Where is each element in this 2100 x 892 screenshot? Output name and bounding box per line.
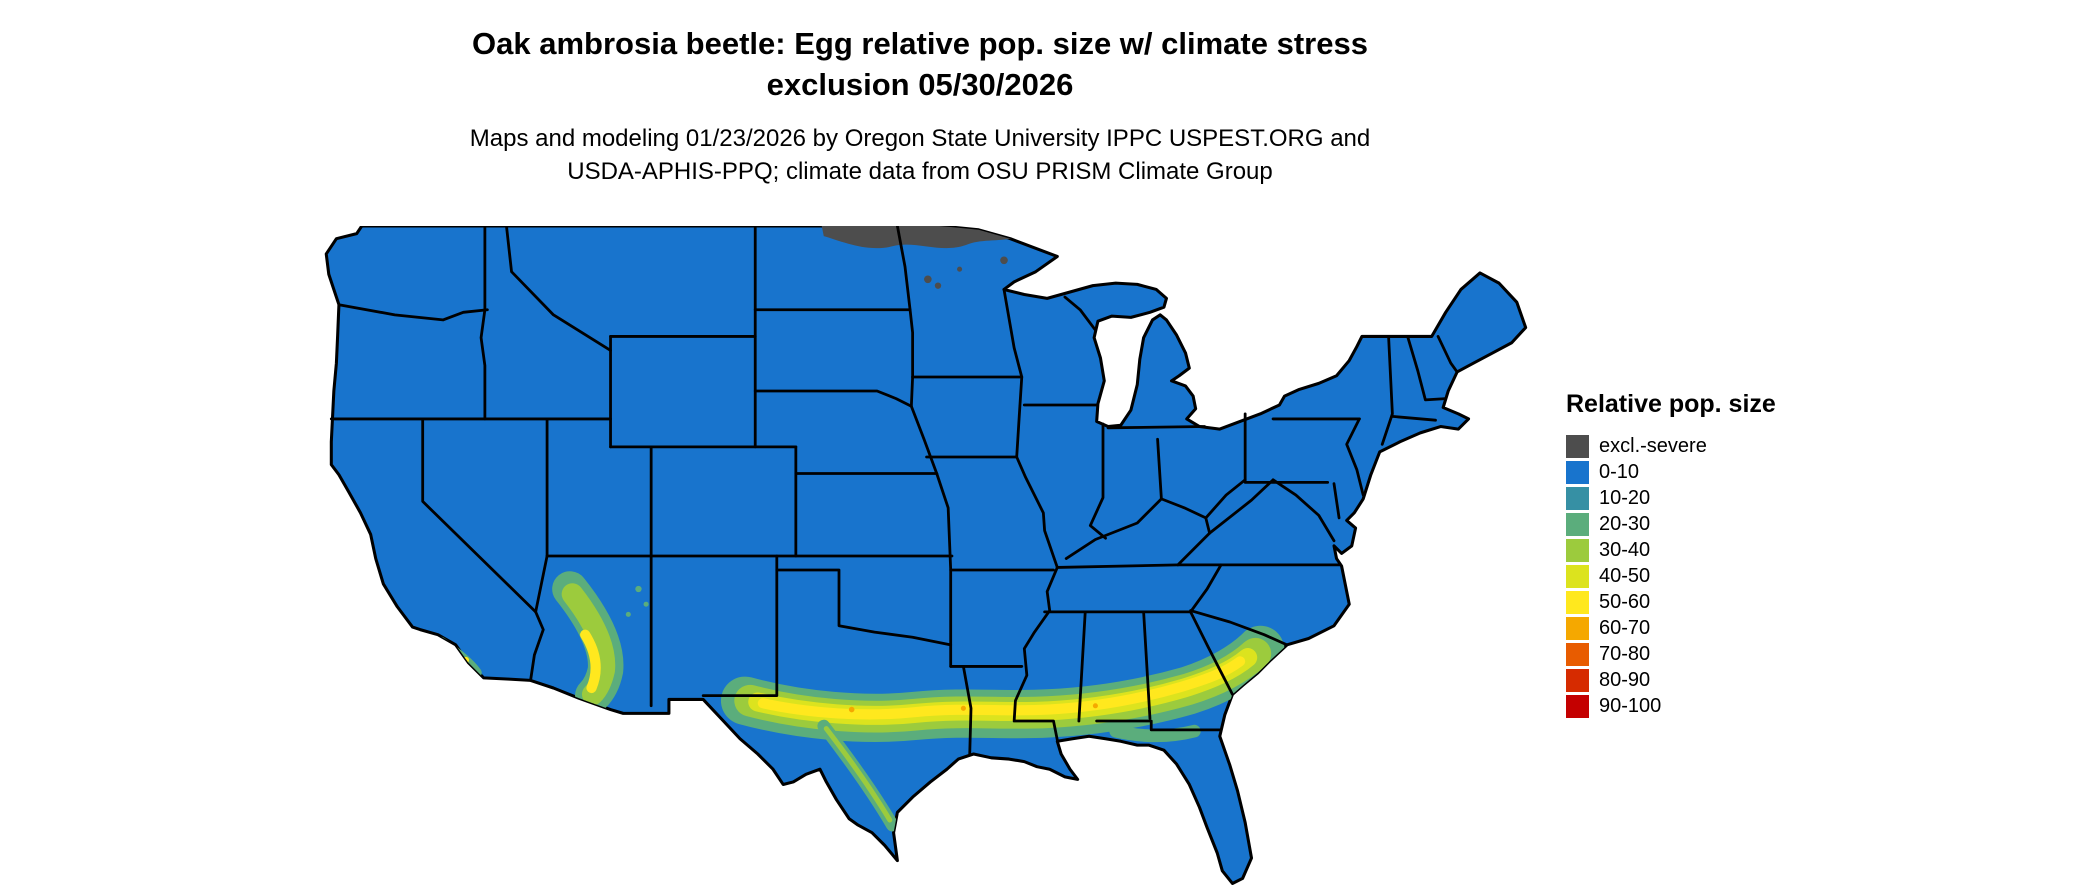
legend-item: excl.-severe	[1566, 433, 1776, 459]
legend-label: 90-100	[1599, 694, 1662, 717]
legend-item: 60-70	[1566, 615, 1776, 641]
legend-label: 80-90	[1599, 668, 1651, 691]
pop-band-south-texas-inner	[823, 726, 893, 823]
legend-label: 20-30	[1599, 512, 1651, 535]
legend-swatch-90-100	[1566, 694, 1589, 718]
legend-swatch-0-10	[1566, 460, 1589, 484]
us-map	[312, 226, 1531, 886]
state-borders	[329, 226, 1459, 756]
legend-label: 0-10	[1599, 460, 1640, 483]
legend-item: 50-60	[1566, 589, 1776, 615]
pop-specks-60-70	[848, 703, 1098, 713]
legend-label: 40-50	[1599, 564, 1651, 587]
pop-band-arizona-mid	[561, 583, 616, 706]
legend-swatch-70-80	[1566, 642, 1589, 666]
page-title: Oak ambrosia beetle: Egg relative pop. s…	[472, 26, 1368, 102]
legend-swatch-60-70	[1566, 616, 1589, 640]
page-subtitle: Maps and modeling 01/23/2026 by Oregon S…	[469, 125, 1371, 186]
legend-swatch-80-90	[1566, 668, 1589, 692]
pop-specks-nm	[625, 585, 649, 617]
raster-overlays	[434, 226, 1285, 832]
legend-label: 50-60	[1599, 590, 1651, 613]
legend-title: Relative pop. size	[1566, 390, 1776, 418]
legend-swatch-40-50	[1566, 564, 1589, 588]
legend-swatch-excl-severe	[1566, 434, 1589, 458]
legend-item: 0-10	[1566, 459, 1776, 485]
legend-item: 90-100	[1566, 693, 1776, 719]
pop-band-arizona-core	[580, 629, 601, 694]
legend-swatch-20-30	[1566, 512, 1589, 536]
legend-item: 70-80	[1566, 641, 1776, 667]
legend-swatch-50-60	[1566, 590, 1589, 614]
legend-item: 10-20	[1566, 485, 1776, 511]
legend-item: 40-50	[1566, 563, 1776, 589]
legend-swatch-10-20	[1566, 486, 1589, 510]
legend-label: 60-70	[1599, 616, 1651, 639]
legend: Relative pop. size excl.-severe 0-10 10-…	[1566, 390, 1776, 719]
legend-item: 80-90	[1566, 667, 1776, 693]
legend-label: 10-20	[1599, 486, 1651, 509]
legend-item: 30-40	[1566, 537, 1776, 563]
legend-label: 70-80	[1599, 642, 1651, 665]
legend-swatch-30-40	[1566, 538, 1589, 562]
legend-label: 30-40	[1599, 538, 1651, 561]
pop-band-fl-panhandle	[1109, 724, 1201, 743]
us-map-svg	[324, 226, 1528, 885]
pop-band-50-60	[757, 656, 1246, 720]
legend-item: 20-30	[1566, 511, 1776, 537]
legend-label: excl.-severe	[1599, 434, 1707, 457]
